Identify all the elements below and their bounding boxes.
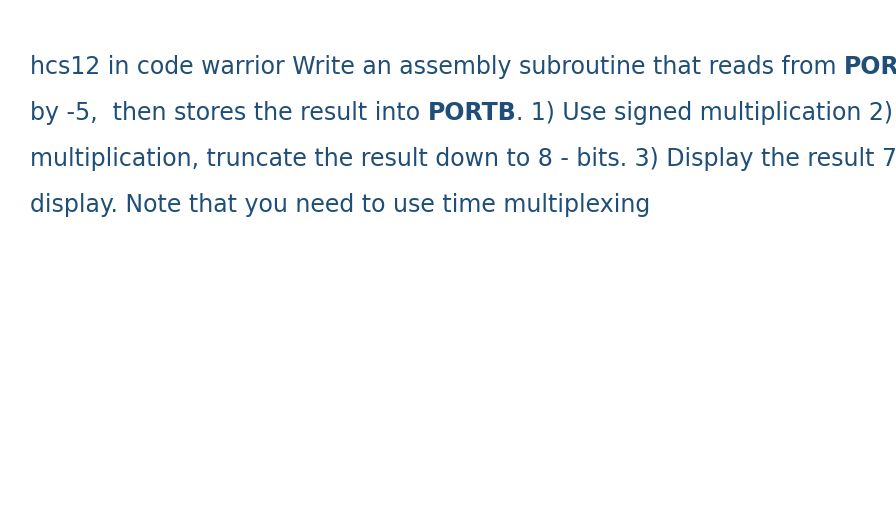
- Text: hcs12 in code warrior Write an assembly subroutine that reads from: hcs12 in code warrior Write an assembly …: [30, 55, 844, 79]
- Text: . 1) Use signed multiplication 2) AVer: . 1) Use signed multiplication 2) AVer: [516, 101, 896, 125]
- Text: multiplication, truncate the result down to 8 - bits. 3) Display the result 7 - : multiplication, truncate the result down…: [30, 147, 896, 171]
- Text: PORTB: PORTB: [427, 101, 516, 125]
- Text: PORTH: PORTH: [844, 55, 896, 79]
- Text: by -5,  then stores the result into: by -5, then stores the result into: [30, 101, 427, 125]
- Text: display. Note that you need to use time multiplexing: display. Note that you need to use time …: [30, 192, 650, 216]
